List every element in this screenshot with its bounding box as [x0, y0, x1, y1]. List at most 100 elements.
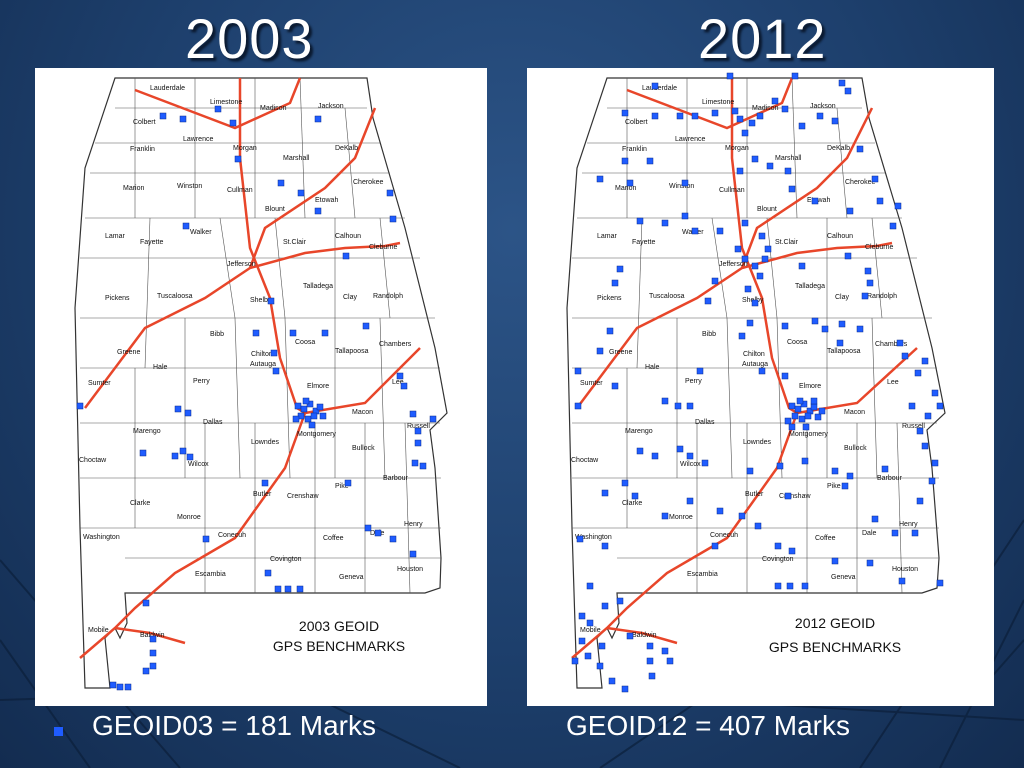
- svg-text:Butler: Butler: [745, 491, 764, 498]
- svg-text:Coffee: Coffee: [815, 535, 836, 542]
- svg-text:Franklin: Franklin: [622, 146, 647, 153]
- svg-text:Cullman: Cullman: [719, 187, 745, 194]
- svg-text:Pickens: Pickens: [597, 295, 622, 302]
- svg-text:Winston: Winston: [177, 183, 202, 190]
- svg-text:Chambers: Chambers: [875, 341, 908, 348]
- svg-text:Henry: Henry: [899, 521, 918, 528]
- svg-text:Sumter: Sumter: [88, 380, 111, 387]
- svg-text:Geneva: Geneva: [339, 574, 364, 581]
- svg-text:Coosa: Coosa: [787, 339, 807, 346]
- alabama-map-2003: Lauderdale Limestone Madison Jackson Colber…: [74, 77, 448, 691]
- svg-text:Jackson: Jackson: [318, 103, 344, 110]
- square-bullet-icon: [54, 727, 63, 736]
- svg-text:Washington: Washington: [575, 534, 612, 541]
- svg-text:Morgan: Morgan: [233, 145, 257, 152]
- svg-text:Sumter: Sumter: [580, 380, 603, 387]
- svg-text:Cleburne: Cleburne: [369, 244, 398, 251]
- svg-text:Covington: Covington: [762, 556, 794, 563]
- svg-text:Clay: Clay: [835, 294, 850, 301]
- svg-text:Madison: Madison: [752, 105, 779, 112]
- svg-text:Hale: Hale: [645, 364, 660, 371]
- svg-text:Elmore: Elmore: [307, 383, 329, 390]
- svg-text:Morgan: Morgan: [725, 145, 749, 152]
- map-title-line1: 2003 GEOID: [299, 618, 379, 634]
- svg-text:Monroe: Monroe: [177, 514, 201, 521]
- svg-text:Autauga: Autauga: [742, 361, 768, 368]
- map-title-line2: GPS BENCHMARKS: [769, 639, 901, 655]
- svg-text:Elmore: Elmore: [799, 383, 821, 390]
- svg-text:Lawrence: Lawrence: [183, 136, 213, 143]
- year-title-2003: 2003: [185, 7, 314, 70]
- svg-text:Randolph: Randolph: [373, 293, 403, 300]
- svg-text:Mobile: Mobile: [88, 627, 109, 634]
- svg-text:Etowah: Etowah: [315, 197, 338, 204]
- svg-text:Franklin: Franklin: [130, 146, 155, 153]
- svg-text:Dallas: Dallas: [695, 419, 715, 426]
- svg-text:Coffee: Coffee: [323, 535, 344, 542]
- svg-text:Blount: Blount: [757, 206, 777, 213]
- svg-text:Greene: Greene: [117, 349, 140, 356]
- svg-text:Dale: Dale: [862, 530, 877, 537]
- svg-text:St.Clair: St.Clair: [775, 239, 799, 246]
- svg-text:Crenshaw: Crenshaw: [779, 493, 811, 500]
- svg-text:Monroe: Monroe: [669, 514, 693, 521]
- county-labels: Lauderdale Limestone Madison Jackson Colber…: [79, 85, 430, 639]
- svg-text:Talladega: Talladega: [303, 283, 333, 290]
- svg-text:Tuscaloosa: Tuscaloosa: [157, 293, 193, 300]
- benchmark-markers: [571, 72, 944, 693]
- svg-text:Escambia: Escambia: [687, 571, 718, 578]
- svg-text:Barbour: Barbour: [383, 475, 409, 482]
- svg-text:Bibb: Bibb: [210, 331, 224, 338]
- svg-text:Mobile: Mobile: [580, 627, 601, 634]
- svg-text:Jackson: Jackson: [810, 103, 836, 110]
- benchmark-markers: [76, 105, 437, 691]
- svg-text:Montgomery: Montgomery: [789, 431, 828, 438]
- svg-text:Crenshaw: Crenshaw: [287, 493, 319, 500]
- svg-text:Dallas: Dallas: [203, 419, 223, 426]
- svg-text:Bibb: Bibb: [702, 331, 716, 338]
- svg-text:Chilton: Chilton: [251, 351, 273, 358]
- svg-text:Tallapoosa: Tallapoosa: [335, 348, 369, 355]
- svg-text:Coosa: Coosa: [295, 339, 315, 346]
- svg-text:Lee: Lee: [887, 379, 899, 386]
- svg-text:Macon: Macon: [844, 409, 865, 416]
- svg-text:Colbert: Colbert: [625, 119, 648, 126]
- map-title-line1: 2012 GEOID: [795, 615, 875, 631]
- svg-text:Greene: Greene: [609, 349, 632, 356]
- svg-text:Winston: Winston: [669, 183, 694, 190]
- svg-text:Tallapoosa: Tallapoosa: [827, 348, 861, 355]
- svg-text:Pike: Pike: [335, 483, 349, 490]
- svg-text:Choctaw: Choctaw: [571, 457, 599, 464]
- svg-text:Lauderdale: Lauderdale: [150, 85, 185, 92]
- svg-text:Lawrence: Lawrence: [675, 136, 705, 143]
- svg-text:Cherokee: Cherokee: [353, 179, 383, 186]
- svg-text:Henry: Henry: [404, 521, 423, 528]
- svg-text:Lowndes: Lowndes: [743, 439, 772, 446]
- svg-text:St.Clair: St.Clair: [283, 239, 307, 246]
- svg-text:Colbert: Colbert: [133, 119, 156, 126]
- svg-text:Lowndes: Lowndes: [251, 439, 280, 446]
- svg-text:Fayette: Fayette: [140, 239, 163, 246]
- svg-text:Marshall: Marshall: [283, 155, 310, 162]
- svg-text:Chilton: Chilton: [743, 351, 765, 358]
- svg-text:Lamar: Lamar: [105, 233, 126, 240]
- svg-text:Houston: Houston: [892, 566, 918, 573]
- caption-geoid03: GEOID03 = 181 Marks: [92, 710, 377, 741]
- svg-text:Chambers: Chambers: [379, 341, 412, 348]
- svg-text:Marion: Marion: [123, 185, 145, 192]
- svg-text:Covington: Covington: [270, 556, 302, 563]
- svg-text:Barbour: Barbour: [877, 475, 903, 482]
- svg-text:Etowah: Etowah: [807, 197, 830, 204]
- svg-text:Bullock: Bullock: [844, 445, 867, 452]
- svg-text:Limestone: Limestone: [210, 99, 242, 106]
- svg-text:Cullman: Cullman: [227, 187, 253, 194]
- svg-text:Tuscaloosa: Tuscaloosa: [649, 293, 685, 300]
- svg-text:Lee: Lee: [392, 379, 404, 386]
- svg-text:Marshall: Marshall: [775, 155, 802, 162]
- svg-text:Houston: Houston: [397, 566, 423, 573]
- svg-text:Wilcox: Wilcox: [188, 461, 209, 468]
- map-panel-2012: Lauderdale Limestone Madison Jackson Colber…: [527, 68, 994, 706]
- svg-text:Blount: Blount: [265, 206, 285, 213]
- svg-text:Escambia: Escambia: [195, 571, 226, 578]
- svg-text:Baldwin: Baldwin: [632, 632, 657, 639]
